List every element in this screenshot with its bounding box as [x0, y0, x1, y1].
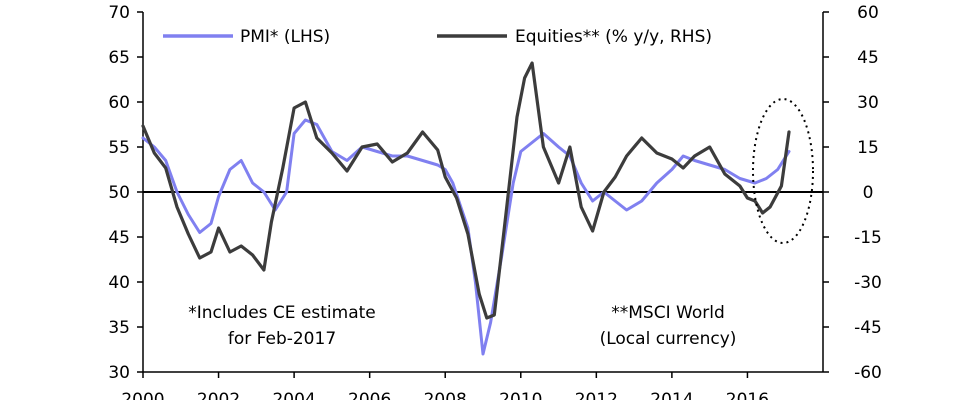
left-tick-label: 50: [108, 183, 130, 203]
series-layer: [141, 61, 791, 356]
note-left-line1: *Includes CE estimate: [188, 303, 375, 323]
legend: PMI* (LHS) Equities** (% y/y, RHS): [163, 27, 712, 47]
x-tick-label: 2002: [197, 390, 240, 400]
right-tick-label: -30: [854, 273, 882, 293]
x-tick-label: 2006: [348, 390, 391, 400]
x-tick-label: 2010: [499, 390, 542, 400]
right-tick-label: -60: [854, 363, 882, 383]
x-tick-label: 2014: [650, 390, 693, 400]
right-tick-label: 60: [857, 3, 879, 23]
left-tick-label: 60: [108, 93, 130, 113]
left-tick-label: 65: [108, 48, 130, 68]
x-tick-label: 2000: [121, 390, 164, 400]
x-tick-label: 2016: [726, 390, 769, 400]
highlight-ellipse: [752, 98, 814, 244]
left-tick-label: 40: [108, 273, 130, 293]
legend-pmi-label: PMI* (LHS): [240, 27, 330, 47]
right-tick-label: 45: [857, 48, 879, 68]
annotations: *Includes CE estimate for Feb-2017 **MSC…: [188, 303, 736, 349]
equities-series-line: [141, 61, 791, 320]
x-tick-labels: 2000 2002 2004 2006 2008 2010 2012 2014 2016: [121, 372, 769, 400]
legend-equities-label: Equities** (% y/y, RHS): [515, 27, 712, 47]
left-tick-label: 45: [108, 228, 130, 248]
right-tick-label: 0: [863, 183, 874, 203]
left-tick-label: 30: [108, 363, 130, 383]
right-tick-labels: -60 -45 -30 -15 0 15 30 45 60: [823, 3, 882, 383]
x-tick-label: 2008: [424, 390, 467, 400]
note-right-line1: **MSCI World: [611, 303, 724, 323]
right-tick-label: 30: [857, 93, 879, 113]
x-tick-label: 2004: [272, 390, 315, 400]
note-right-line2: (Local currency): [600, 329, 737, 349]
left-tick-label: 70: [108, 3, 130, 23]
right-tick-label: -15: [854, 228, 882, 248]
left-tick-labels: 30 35 40 45 50 55 60 65 70: [108, 3, 143, 383]
left-tick-label: 55: [108, 138, 130, 158]
left-tick-label: 35: [108, 318, 130, 338]
right-tick-label: 15: [857, 138, 879, 158]
note-left-line2: for Feb-2017: [228, 329, 336, 349]
x-tick-label: 2012: [575, 390, 618, 400]
right-tick-label: -45: [854, 318, 882, 338]
